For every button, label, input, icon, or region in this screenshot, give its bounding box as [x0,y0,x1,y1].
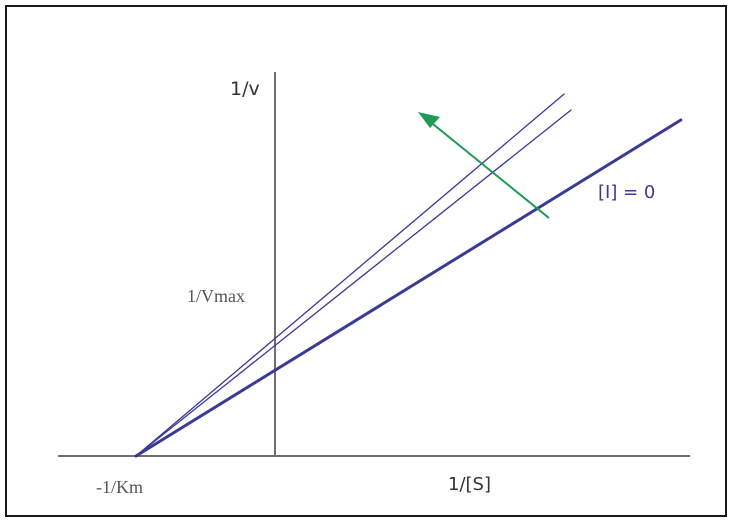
y-axis-label: 1/v [230,78,260,100]
y-intercept-label: 1/Vmax [187,286,245,306]
x-intercept-label: -1/Km [96,477,143,497]
increasing-inhibitor-arrow [418,112,550,219]
x-axis-label: 1/[S] [448,474,491,495]
series-group [134,93,683,458]
series-line-2 [135,109,572,457]
inhibitor-zero-label: [I] = 0 [598,182,655,203]
series-line-3 [134,118,683,458]
series-line-1 [135,93,565,457]
